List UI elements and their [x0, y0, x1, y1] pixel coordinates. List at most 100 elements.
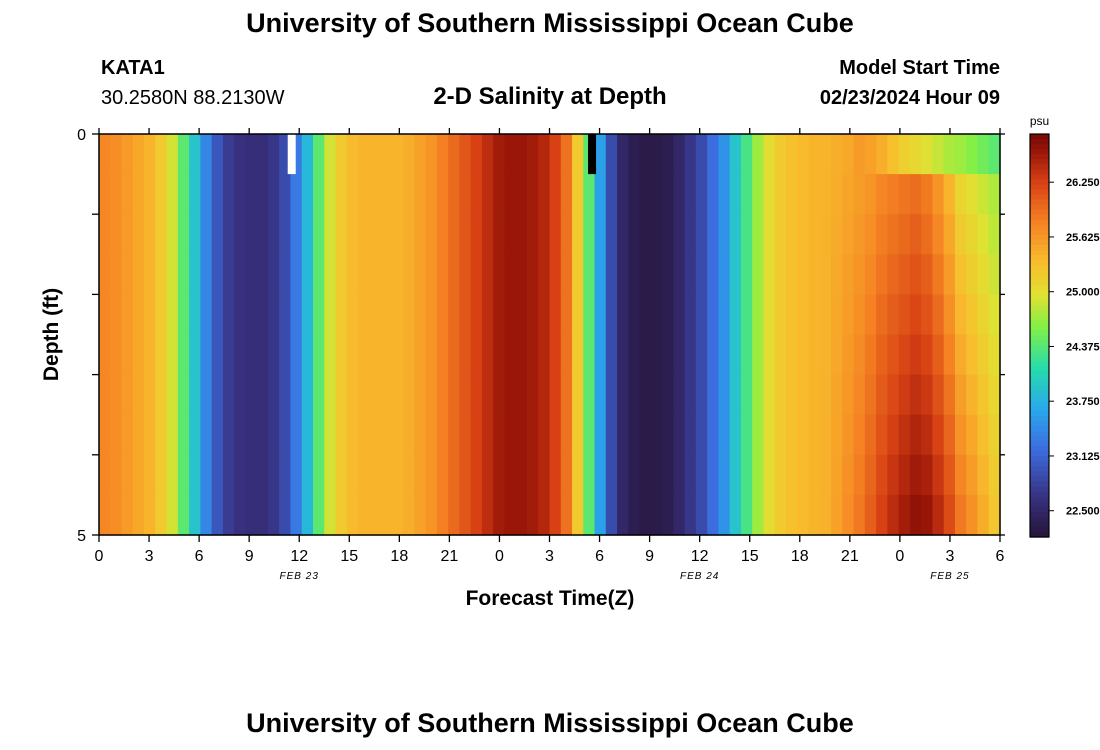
heatmap-cell: [493, 254, 506, 295]
heatmap-cell: [256, 174, 269, 215]
heatmap-cell: [414, 294, 427, 336]
heatmap-cell: [301, 414, 314, 456]
heatmap-cell: [425, 294, 438, 336]
heatmap-cell: [515, 494, 528, 536]
heatmap-cell: [279, 174, 292, 215]
heatmap-cell: [909, 254, 922, 295]
heatmap-cell: [605, 414, 618, 456]
heatmap-cell: [391, 374, 404, 416]
heatmap-cell: [887, 374, 900, 416]
heatmap-cell: [256, 294, 269, 336]
heatmap-cell: [526, 334, 539, 376]
heatmap-cell: [290, 214, 303, 255]
heatmap-cell: [504, 414, 517, 456]
heatmap-cell: [819, 334, 832, 376]
heatmap-cell: [414, 454, 427, 496]
heatmap-cell: [954, 174, 967, 215]
heatmap-cell: [583, 294, 596, 336]
heatmap-cell: [324, 254, 337, 295]
heatmap-cell: [921, 134, 934, 175]
heatmap-cell: [808, 254, 821, 295]
heatmap-cell: [707, 414, 720, 456]
heatmap-cell: [988, 334, 1001, 376]
x-tick-label: 12: [691, 548, 709, 565]
heatmap-cell: [144, 414, 156, 456]
heatmap-cell: [369, 414, 382, 456]
heatmap-cell: [267, 494, 280, 536]
heatmap-cell: [414, 334, 427, 376]
heatmap-cell: [166, 294, 179, 336]
heatmap-cell: [436, 374, 449, 416]
heatmap-cell: [549, 494, 562, 536]
heatmap-cell: [876, 334, 888, 376]
heatmap-cell: [200, 254, 213, 295]
heatmap-cell: [763, 174, 776, 215]
heatmap-cell: [560, 454, 573, 496]
heatmap-cell: [560, 174, 573, 215]
heatmap-cell: [267, 134, 280, 175]
heatmap-cell: [234, 254, 247, 295]
heatmap-cell: [436, 254, 449, 295]
heatmap-cell: [977, 454, 990, 496]
heatmap-cell: [403, 134, 415, 175]
heatmap-cell: [572, 294, 584, 336]
heatmap-cell: [876, 374, 888, 416]
heatmap-cell: [729, 454, 742, 496]
colorbar-tick-label: 24.375: [1066, 341, 1100, 353]
heatmap-cell: [752, 374, 765, 416]
heatmap-cell: [470, 454, 483, 496]
heatmap-cell: [718, 334, 731, 376]
heatmap-cell: [312, 134, 325, 175]
heatmap-cell: [594, 214, 607, 255]
x-tick-label: 6: [195, 548, 204, 565]
heatmap-cell: [234, 174, 247, 215]
colorbar-tick-label: 23.125: [1066, 451, 1100, 463]
heatmap-cell: [707, 134, 720, 175]
x-tick-label: 21: [440, 548, 458, 565]
heatmap-cell: [763, 374, 776, 416]
model-start-label: Model Start Time: [839, 57, 1000, 79]
heatmap-cell: [684, 134, 697, 175]
heatmap-cell: [459, 214, 472, 255]
heatmap-cell: [628, 454, 641, 496]
heatmap-cell: [583, 254, 596, 295]
heatmap-cell: [695, 454, 708, 496]
heatmap-cell: [459, 334, 472, 376]
heatmap-cell: [932, 134, 945, 175]
heatmap-cell: [279, 294, 292, 336]
heatmap-cell: [752, 334, 765, 376]
heatmap-cell: [639, 294, 652, 336]
heatmap-cell: [774, 294, 787, 336]
heatmap-cell: [425, 374, 438, 416]
colorbar-segment: [1030, 330, 1049, 337]
heatmap-cell: [797, 334, 810, 376]
heatmap-cell: [211, 294, 224, 336]
heatmap-cell: [380, 214, 393, 255]
colorbar-segment: [1030, 264, 1049, 271]
heatmap-cell: [177, 494, 190, 536]
heatmap-cell: [966, 174, 979, 215]
heatmap-cell: [335, 454, 348, 496]
heatmap-cell: [493, 294, 506, 336]
heatmap-cell: [459, 174, 472, 215]
heatmap-cell: [628, 174, 641, 215]
heatmap-cell: [729, 414, 742, 456]
heatmap-cell: [391, 134, 404, 175]
heatmap-cell: [684, 494, 697, 536]
heatmap-cell: [459, 414, 472, 456]
colorbar-segment: [1030, 315, 1049, 321]
heatmap-cell: [842, 214, 855, 255]
heatmap-cell: [144, 494, 156, 536]
x-tick-label: 3: [145, 548, 154, 565]
heatmap-cell: [267, 174, 280, 215]
heatmap-cell: [864, 374, 877, 416]
heatmap-cell: [966, 294, 979, 336]
heatmap-cell: [605, 494, 618, 536]
heatmap-cell: [99, 254, 111, 295]
heatmap-cell: [887, 454, 900, 496]
heatmap-cell: [526, 254, 539, 295]
heatmap-cell: [560, 134, 573, 175]
heatmap-cell: [977, 174, 990, 215]
heatmap-cell: [572, 174, 584, 215]
